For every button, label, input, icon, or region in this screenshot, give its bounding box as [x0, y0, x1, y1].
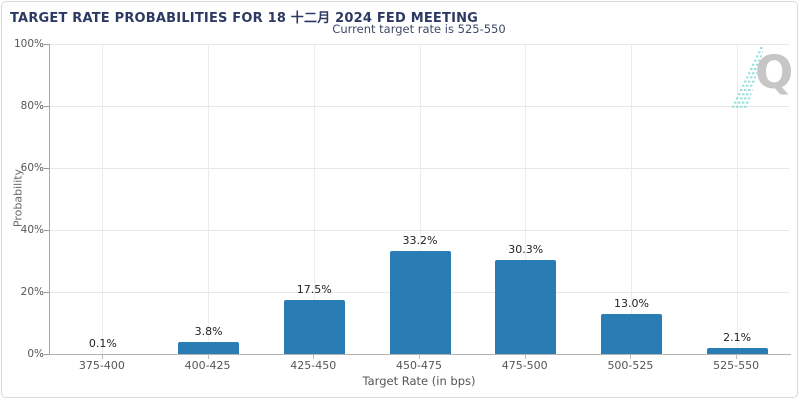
- y-tick-mark: [44, 106, 49, 107]
- x-tick-label: 375-400: [78, 359, 125, 372]
- x-tick-label: 425-450: [290, 359, 337, 372]
- x-tick-mark: [207, 355, 209, 359]
- bar-value-label: 3.8%: [194, 325, 223, 339]
- bar-value-label: 2.1%: [723, 330, 752, 344]
- x-gridline: [630, 44, 632, 354]
- y-tick-label: 80%: [20, 100, 44, 112]
- x-axis-title: Target Rate (in bps): [362, 374, 476, 388]
- plot-area: 0.1% 3.8% 17.5% 33.2% 30.3% 13.0% 2.1%: [49, 43, 789, 354]
- x-axis-line: [49, 354, 791, 355]
- x-tick-label: 400-425: [184, 359, 231, 372]
- x-gridline: [313, 44, 315, 354]
- x-tick-mark: [736, 355, 738, 359]
- x-tick-label: 475-500: [501, 359, 548, 372]
- y-tick-mark: [44, 44, 49, 45]
- bar-525-550: [706, 347, 768, 354]
- x-tick-mark: [630, 355, 632, 359]
- y-tick-mark: [44, 168, 49, 169]
- x-gridline: [102, 44, 104, 354]
- bar-value-label: 0.1%: [88, 336, 117, 350]
- y-tick-label: 40%: [20, 224, 44, 236]
- watermark-q-logo: Q: [722, 46, 794, 116]
- y-tick-label: 20%: [20, 286, 44, 298]
- x-tick-mark: [419, 355, 420, 359]
- bar-450-475: [389, 251, 451, 354]
- y-axis-title: Probability: [11, 168, 25, 228]
- chart-title: TARGET RATE PROBABILITIES FOR 18 十二月 202…: [10, 11, 479, 26]
- y-tick-label: 60%: [20, 162, 44, 174]
- x-gridline: [419, 44, 421, 354]
- bar-425-450: [283, 299, 345, 354]
- x-tick-mark: [101, 355, 103, 359]
- x-tick-label: 525-550: [713, 359, 760, 372]
- bar-value-label: 30.3%: [508, 243, 544, 257]
- x-tick-mark: [524, 355, 526, 359]
- x-gridline: [525, 44, 527, 354]
- x-tick-mark: [313, 355, 315, 359]
- y-tick-mark: [44, 230, 49, 231]
- y-tick-mark: [44, 354, 49, 355]
- y-tick-label: 100%: [13, 38, 44, 50]
- bar-value-label: 17.5%: [296, 282, 332, 296]
- x-gridline: [736, 44, 738, 354]
- x-tick-label: 500-525: [607, 359, 654, 372]
- x-tick-label: 450-475: [396, 359, 442, 372]
- bar-value-label: 33.2%: [402, 234, 438, 248]
- chart-subtitle: Current target rate is 525-550: [332, 22, 506, 36]
- watermark-q-letter: Q: [755, 46, 794, 99]
- watermark-hatch-icon: [732, 47, 764, 108]
- bar-value-label: 13.0%: [613, 296, 649, 310]
- y-tick-mark: [44, 292, 49, 293]
- bar-475-500: [495, 260, 557, 354]
- bar-500-525: [600, 313, 662, 354]
- bar-400-425: [178, 342, 240, 354]
- y-tick-label: 0%: [27, 348, 44, 360]
- x-gridline: [208, 44, 210, 354]
